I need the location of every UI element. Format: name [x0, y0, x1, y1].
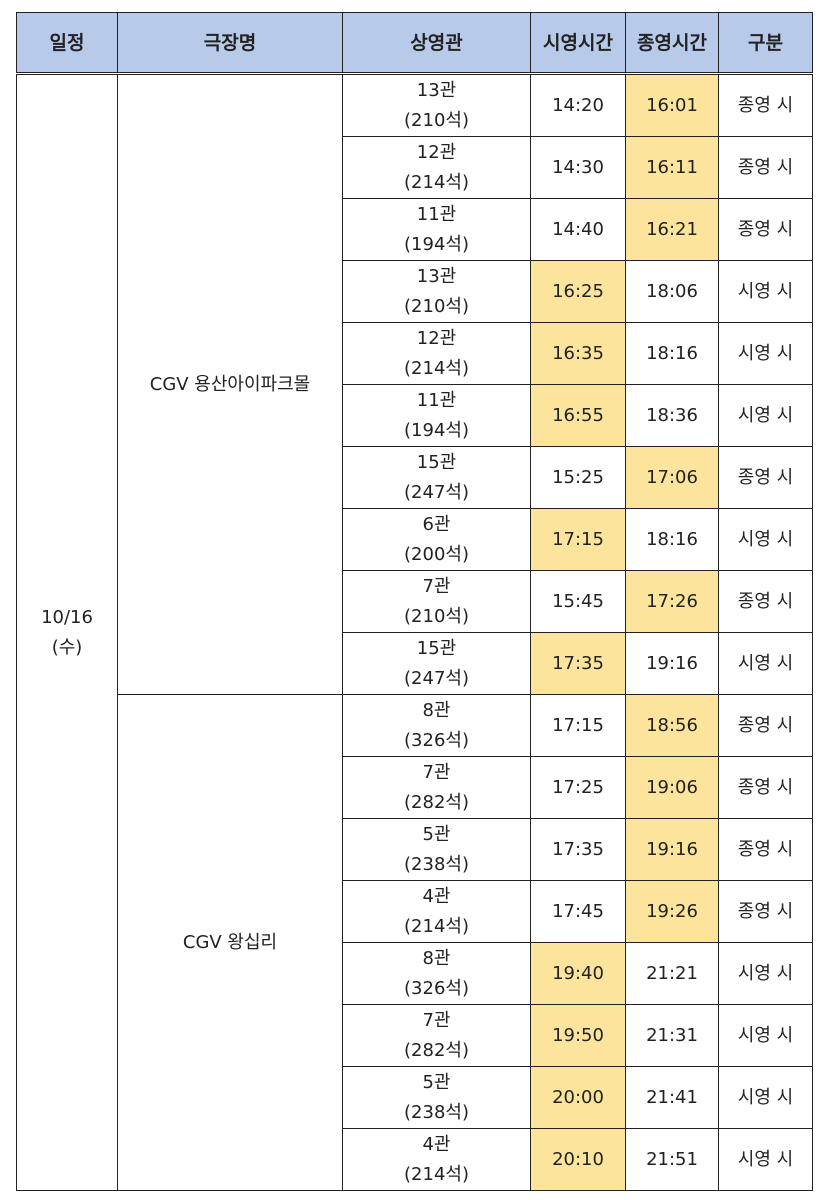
- hall-cell: 4관 (214석): [342, 880, 531, 943]
- end-time: 21:41: [625, 1066, 719, 1129]
- date-cell: 10/16 (수): [16, 74, 118, 1191]
- hall-cell: 8관 (326석): [342, 942, 531, 1005]
- type-cell: 종영 시: [718, 818, 813, 881]
- type-cell: 종영 시: [718, 694, 813, 757]
- end-time: 18:06: [625, 260, 719, 323]
- type-cell: 시영 시: [718, 322, 813, 385]
- hall-cell: 15관 (247석): [342, 446, 531, 509]
- type-cell: 종영 시: [718, 756, 813, 819]
- header-cell: 구분: [718, 12, 813, 73]
- start-time: 17:35: [530, 818, 626, 881]
- start-time: 14:20: [530, 74, 626, 137]
- hall-cell: 13관 (210석): [342, 74, 531, 137]
- hall-cell: 11관 (194석): [342, 384, 531, 447]
- hall-cell: 6관 (200석): [342, 508, 531, 571]
- type-cell: 종영 시: [718, 136, 813, 199]
- end-time: 21:21: [625, 942, 719, 1005]
- start-time: 14:40: [530, 198, 626, 261]
- type-cell: 시영 시: [718, 942, 813, 1005]
- type-cell: 종영 시: [718, 198, 813, 261]
- end-time: 19:26: [625, 880, 719, 943]
- header-cell: 종영시간: [625, 12, 719, 73]
- hall-cell: 5관 (238석): [342, 818, 531, 881]
- type-cell: 시영 시: [718, 632, 813, 695]
- hall-cell: 4관 (214석): [342, 1128, 531, 1191]
- end-time: 19:16: [625, 632, 719, 695]
- header-cell: 시영시간: [530, 12, 626, 73]
- theater-cell: CGV 왕십리: [117, 694, 343, 1191]
- end-time: 18:36: [625, 384, 719, 447]
- type-cell: 종영 시: [718, 446, 813, 509]
- start-time: 17:45: [530, 880, 626, 943]
- start-time: 20:00: [530, 1066, 626, 1129]
- hall-cell: 7관 (282석): [342, 1004, 531, 1067]
- start-time: 17:25: [530, 756, 626, 819]
- hall-cell: 13관 (210석): [342, 260, 531, 323]
- end-time: 17:06: [625, 446, 719, 509]
- type-cell: 종영 시: [718, 74, 813, 137]
- hall-cell: 8관 (326석): [342, 694, 531, 757]
- end-time: 16:21: [625, 198, 719, 261]
- hall-cell: 15관 (247석): [342, 632, 531, 695]
- end-time: 18:16: [625, 508, 719, 571]
- start-time: 17:15: [530, 508, 626, 571]
- type-cell: 종영 시: [718, 570, 813, 633]
- type-cell: 종영 시: [718, 880, 813, 943]
- start-time: 16:35: [530, 322, 626, 385]
- header-cell: 일정: [16, 12, 118, 73]
- hall-cell: 11관 (194석): [342, 198, 531, 261]
- start-time: 19:40: [530, 942, 626, 1005]
- start-time: 15:45: [530, 570, 626, 633]
- start-time: 17:15: [530, 694, 626, 757]
- type-cell: 시영 시: [718, 508, 813, 571]
- theater-cell: CGV 용산아이파크몰: [117, 74, 343, 695]
- start-time: 20:10: [530, 1128, 626, 1191]
- end-time: 21:51: [625, 1128, 719, 1191]
- end-time: 19:16: [625, 818, 719, 881]
- type-cell: 시영 시: [718, 1004, 813, 1067]
- start-time: 16:55: [530, 384, 626, 447]
- start-time: 14:30: [530, 136, 626, 199]
- start-time: 15:25: [530, 446, 626, 509]
- end-time: 16:11: [625, 136, 719, 199]
- end-time: 19:06: [625, 756, 719, 819]
- header-cell: 극장명: [117, 12, 343, 73]
- start-time: 17:35: [530, 632, 626, 695]
- end-time: 18:16: [625, 322, 719, 385]
- type-cell: 시영 시: [718, 384, 813, 447]
- end-time: 21:31: [625, 1004, 719, 1067]
- end-time: 16:01: [625, 74, 719, 137]
- start-time: 19:50: [530, 1004, 626, 1067]
- hall-cell: 12관 (214석): [342, 136, 531, 199]
- hall-cell: 7관 (282석): [342, 756, 531, 819]
- hall-cell: 5관 (238석): [342, 1066, 531, 1129]
- start-time: 16:25: [530, 260, 626, 323]
- end-time: 17:26: [625, 570, 719, 633]
- type-cell: 시영 시: [718, 1066, 813, 1129]
- hall-cell: 7관 (210석): [342, 570, 531, 633]
- type-cell: 시영 시: [718, 260, 813, 323]
- type-cell: 시영 시: [718, 1128, 813, 1191]
- hall-cell: 12관 (214석): [342, 322, 531, 385]
- end-time: 18:56: [625, 694, 719, 757]
- header-cell: 상영관: [342, 12, 531, 73]
